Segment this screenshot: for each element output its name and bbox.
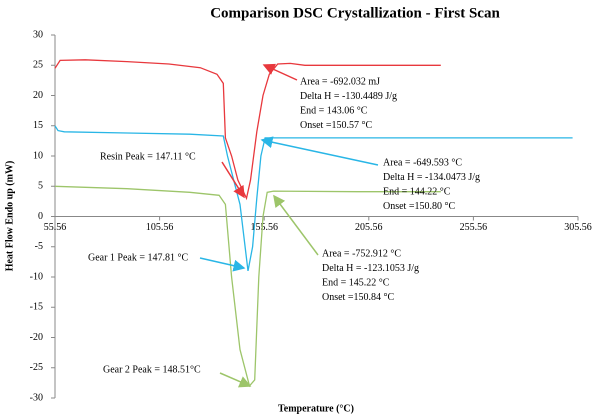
annotation-text: Onset =150.84 °C [322,292,394,303]
y-tick-label: -20 [30,332,43,343]
y-tick-label: 5 [38,181,43,192]
annotation-arrow [221,161,245,199]
annotation-arrow [219,372,252,388]
annotation-text: End = 145.22 °C [322,277,390,288]
annotation-text: Gear 2 Peak = 148.51°C [103,364,201,375]
x-tick-label: 105.56 [146,222,174,233]
x-tick-label: 255.56 [460,222,488,233]
annotation-arrow [273,194,319,256]
y-tick-label: -5 [35,241,43,252]
y-tick-label: 0 [38,211,43,222]
annotation-text: Delta H = -123.1053 J/g [322,263,419,274]
annotation-text: Area = -752.912 °C [322,248,401,259]
series-line [54,125,573,272]
y-tick-label: -10 [30,271,43,282]
chart-title: Comparison DSC Crystallization - First S… [210,5,500,21]
x-tick-label: 305.56 [564,222,592,233]
annotation-arrow [260,136,379,166]
y-tick-label: -15 [30,302,43,313]
x-tick-label: 55.56 [44,222,67,233]
y-tick-label: -25 [30,362,43,373]
y-tick-label: 15 [33,120,43,131]
y-axis-label: Heat Flow Endo up (mW) [4,161,15,272]
annotation-text: Onset =150.57 °C [300,120,372,131]
annotation-text: Delta H = -130.4489 J/g [300,91,397,102]
annotation-arrow [199,257,246,272]
annotation-arrow [262,63,298,81]
annotation-text: Resin Peak = 147.11 °C [100,151,196,162]
x-tick-label: 155.56 [250,222,278,233]
annotation-text: Delta H = -134.0473 J/g [383,172,480,183]
x-tick-label: 205.56 [355,222,383,233]
y-tick-label: 10 [33,150,43,161]
annotation-text: Area = -649.593 °C [383,157,462,168]
y-tick-label: 30 [33,29,43,40]
annotation-text: End = 143.06 °C [300,105,368,116]
annotation-text: End = 144.22 °C [383,186,451,197]
y-tick-label: 20 [33,90,43,101]
annotation-text: Onset =150.80 °C [383,201,455,212]
annotation-text: Gear 1 Peak = 147.81 °C [88,252,189,263]
annotation-text: Area = -692.032 mJ [300,76,380,87]
y-tick-label: 25 [33,60,43,71]
x-axis-label: Temperature (°C) [278,403,354,414]
series-line [54,59,441,201]
y-tick-label: -30 [30,392,43,403]
